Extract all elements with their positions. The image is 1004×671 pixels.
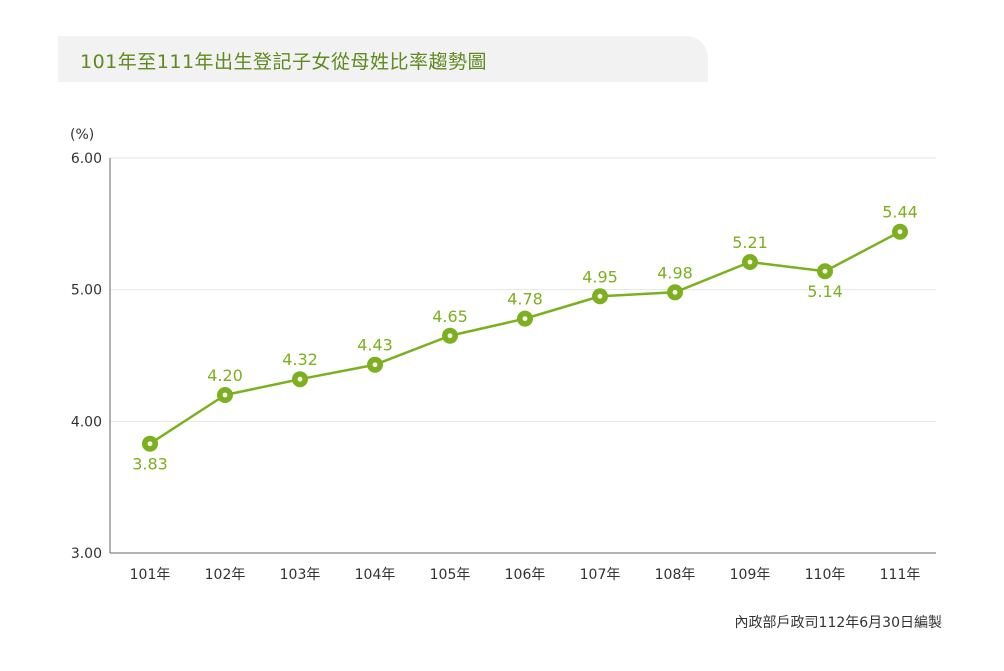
data-label: 4.65 <box>432 307 468 326</box>
x-tick-label: 103年 <box>280 567 321 583</box>
x-tick-label: 106年 <box>505 567 546 583</box>
series-line-path <box>149 230 901 445</box>
y-axis-unit-label: (%) <box>70 127 94 143</box>
grid-lines <box>110 157 936 422</box>
data-label: 4.98 <box>657 263 693 282</box>
x-tick-label: 108年 <box>655 567 696 583</box>
x-tick-label: 107年 <box>580 567 621 583</box>
data-label: 4.95 <box>582 267 618 286</box>
series-line <box>149 230 901 445</box>
data-label: 4.20 <box>207 366 243 385</box>
data-point-center <box>672 289 678 295</box>
x-tick-label: 104年 <box>355 567 396 583</box>
data-label: 4.32 <box>282 350 318 369</box>
data-point-center <box>372 362 378 368</box>
data-points <box>142 223 908 452</box>
data-label: 5.44 <box>882 203 918 222</box>
data-label: 3.83 <box>132 455 168 474</box>
y-tick-label: 5.00 <box>71 283 102 299</box>
data-point-center <box>522 316 528 322</box>
data-point-center <box>222 392 228 398</box>
data-point-center <box>822 268 828 274</box>
data-label: 5.14 <box>807 282 843 301</box>
y-tick-label: 4.00 <box>71 414 102 430</box>
data-point-center <box>297 376 303 382</box>
data-labels: 3.83 4.20 4.32 4.43 4.65 4.78 4.95 4.98 5.21 5.14… <box>132 203 918 474</box>
data-point-center <box>897 229 903 235</box>
x-tick-label: 102年 <box>205 567 246 583</box>
data-label: 4.78 <box>507 290 543 309</box>
x-tick-label: 111年 <box>880 567 921 583</box>
source-note: 內政部戶政司112年6月30日編製 <box>734 615 942 631</box>
y-tick-label: 6.00 <box>71 151 102 167</box>
data-label: 5.21 <box>732 233 768 252</box>
data-point-center <box>147 441 153 447</box>
chart-title: 101年至111年出生登記子女從母姓比率趨勢圖 <box>80 51 488 73</box>
x-tick-label: 101年 <box>130 567 171 583</box>
chart-title-bar: 101年至111年出生登記子女從母姓比率趨勢圖 <box>58 36 708 82</box>
x-tick-label: 105年 <box>430 567 471 583</box>
x-tick-labels: 101年 102年 103年 104年 105年 106年 107年 108年 109年 110年… <box>130 567 921 583</box>
y-tick-labels: 6.00 5.00 4.00 3.00 <box>71 151 102 562</box>
data-point-center <box>597 293 603 299</box>
x-tick-label: 110年 <box>805 567 846 583</box>
axes <box>109 158 936 554</box>
data-label: 4.43 <box>357 336 393 355</box>
data-point-center <box>447 333 453 339</box>
data-point-center <box>747 259 753 265</box>
x-tick-label: 109年 <box>730 567 771 583</box>
y-tick-label: 3.00 <box>71 546 102 562</box>
